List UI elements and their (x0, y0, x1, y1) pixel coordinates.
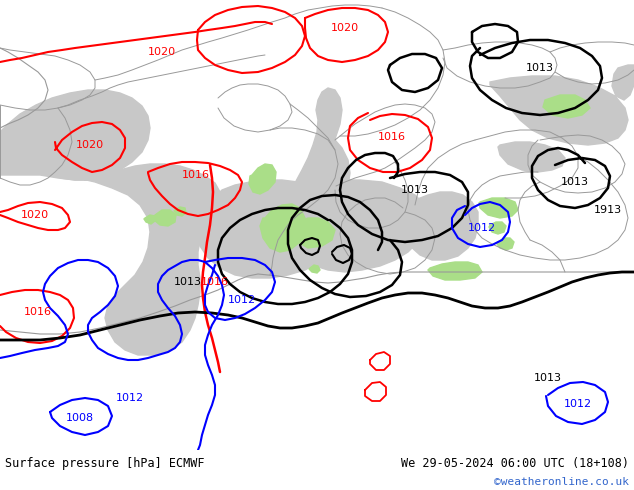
Text: 1020: 1020 (21, 210, 49, 220)
Text: 1016: 1016 (378, 132, 406, 142)
Text: 1020: 1020 (331, 23, 359, 33)
Text: 1020: 1020 (148, 47, 176, 57)
Polygon shape (490, 76, 628, 145)
Text: 1012: 1012 (116, 393, 144, 403)
Polygon shape (612, 65, 634, 100)
Text: 1016: 1016 (182, 170, 210, 180)
Text: 1016: 1016 (201, 277, 229, 287)
Polygon shape (288, 88, 350, 222)
Text: 1016: 1016 (24, 307, 52, 317)
Text: 1013: 1013 (534, 373, 562, 383)
Polygon shape (489, 222, 506, 234)
Polygon shape (0, 90, 150, 180)
Polygon shape (198, 180, 348, 278)
Polygon shape (260, 204, 305, 252)
Text: 1013: 1013 (174, 277, 202, 287)
Polygon shape (497, 238, 514, 250)
Text: ©weatheronline.co.uk: ©weatheronline.co.uk (494, 477, 629, 487)
Text: We 29-05-2024 06:00 UTC (18+108): We 29-05-2024 06:00 UTC (18+108) (401, 457, 629, 469)
Text: 1020: 1020 (76, 140, 104, 150)
Polygon shape (405, 192, 478, 260)
Polygon shape (280, 180, 428, 272)
Text: 1012: 1012 (228, 295, 256, 305)
Text: 1013: 1013 (526, 63, 554, 73)
Polygon shape (543, 95, 590, 118)
Polygon shape (498, 142, 565, 172)
Text: 1013: 1013 (561, 177, 589, 187)
Text: 1913: 1913 (594, 205, 622, 215)
Text: 1013: 1013 (401, 185, 429, 195)
Polygon shape (60, 164, 222, 355)
Text: 1008: 1008 (66, 413, 94, 423)
Polygon shape (249, 164, 276, 194)
Polygon shape (144, 215, 155, 224)
Polygon shape (428, 262, 482, 280)
Text: 1012: 1012 (564, 399, 592, 409)
Text: Surface pressure [hPa] ECMWF: Surface pressure [hPa] ECMWF (5, 457, 205, 469)
Polygon shape (479, 198, 518, 218)
Polygon shape (309, 265, 320, 273)
Text: 1012: 1012 (468, 223, 496, 233)
Polygon shape (174, 207, 186, 216)
Polygon shape (292, 218, 335, 248)
Polygon shape (154, 210, 176, 226)
